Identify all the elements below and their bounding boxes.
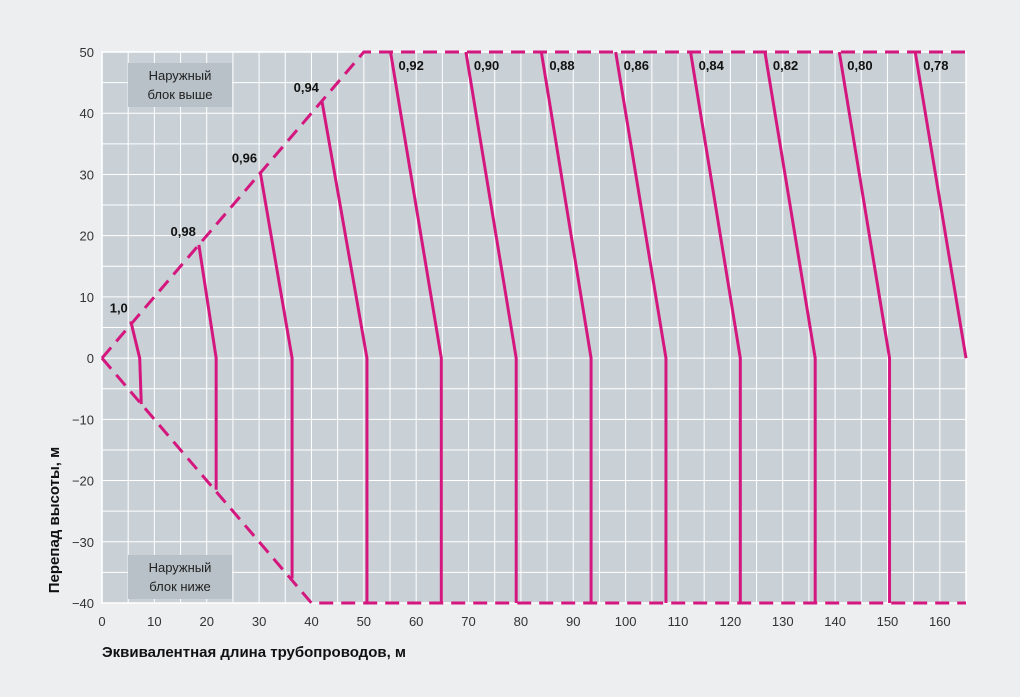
x-tick-label: 130 [772, 614, 794, 629]
grid [101, 51, 967, 604]
series-label: 0,94 [294, 80, 320, 95]
series-label: 0,90 [474, 58, 499, 73]
series-label: 0,88 [549, 58, 574, 73]
x-tick-label: 140 [824, 614, 846, 629]
y-tick-label: −40 [72, 596, 94, 611]
x-tick-label: 60 [409, 614, 423, 629]
series-label: 0,78 [923, 58, 948, 73]
x-tick-label: 20 [199, 614, 213, 629]
series-label: 0,84 [699, 58, 725, 73]
series-label: 0,92 [399, 58, 424, 73]
x-tick-label: 160 [929, 614, 951, 629]
upper-region-label-line1: Наружный [149, 68, 212, 83]
series-line [614, 51, 668, 603]
x-tick-label: 50 [357, 614, 371, 629]
x-tick-label: 110 [668, 614, 689, 629]
series-line [464, 51, 518, 603]
y-tick-label: 20 [80, 229, 94, 244]
series-line [539, 51, 593, 603]
lower-region-label-box [128, 555, 232, 599]
series-line [389, 51, 443, 603]
series-line [913, 51, 968, 359]
series-line [129, 321, 143, 405]
x-tick-label: 70 [461, 614, 475, 629]
series-line [763, 51, 817, 603]
y-tick-label: 10 [80, 290, 94, 305]
series-label: 0,96 [232, 150, 257, 165]
y-tick-label: 50 [80, 45, 94, 60]
x-axis-title: Эквивалентная длина трубопроводов, м [102, 644, 406, 661]
x-tick-label: 10 [147, 614, 161, 629]
x-tick-label: 0 [98, 614, 105, 629]
upper-region-label-box [128, 63, 232, 107]
series-label: 0,98 [171, 224, 196, 239]
series-line [689, 51, 742, 603]
y-tick-label: 40 [80, 106, 94, 121]
x-tick-label: 80 [514, 614, 528, 629]
series-line [320, 100, 369, 603]
series-group: 1,0 0,98 0,96 0,94 0,92 0,90 0,88 0,86 0,84 0,82 0… [110, 51, 968, 603]
series-line [837, 51, 892, 603]
y-axis-ticks: 50 40 30 20 10 0 −10 −20 −30 −40 [72, 45, 94, 611]
lower-region-label-line1: Наружный [149, 560, 212, 575]
x-tick-label: 40 [304, 614, 318, 629]
x-tick-label: 30 [252, 614, 266, 629]
y-tick-label: −20 [72, 474, 94, 489]
x-tick-label: 100 [615, 614, 637, 629]
y-tick-label: 0 [87, 351, 94, 366]
y-tick-label: −10 [72, 412, 94, 427]
y-axis-title: Перепад высоты, м [46, 447, 63, 593]
series-line [197, 244, 218, 490]
series-label: 0,80 [847, 58, 872, 73]
upper-region-label-line2: блок выше [147, 87, 212, 102]
series-label: 0,86 [624, 58, 649, 73]
x-axis-ticks: 0 10 20 30 40 50 60 70 80 90 100 110 120 130 140 150 160 [98, 614, 950, 629]
series-line [258, 171, 294, 579]
series-label: 1,0 [110, 300, 128, 315]
x-tick-label: 120 [720, 614, 742, 629]
x-tick-label: 90 [566, 614, 580, 629]
x-tick-label: 150 [877, 614, 899, 629]
y-tick-label: 30 [80, 167, 94, 182]
lower-region-label-line2: блок ниже [149, 579, 211, 594]
y-tick-label: −30 [72, 535, 94, 550]
boundary-lower [100, 357, 966, 605]
series-label: 0,82 [773, 58, 798, 73]
